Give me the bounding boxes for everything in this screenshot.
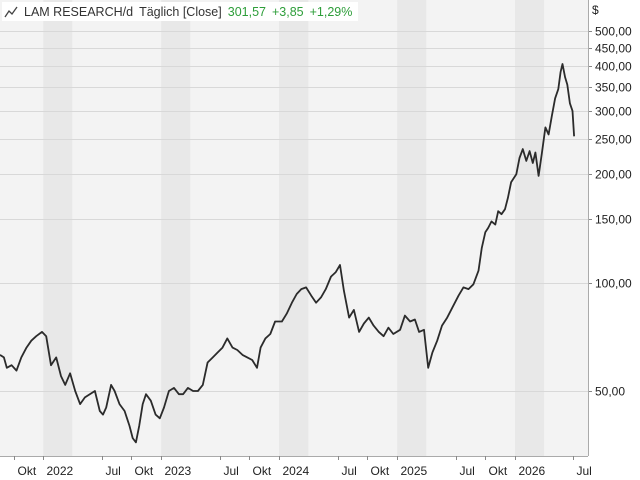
y-tick-label: 150,00 — [595, 213, 632, 227]
currency-label: $ — [592, 3, 599, 17]
y-tick-label: 250,00 — [595, 133, 632, 147]
x-tick-label: 2022 — [47, 464, 74, 478]
x-tick-label: Okt — [489, 464, 508, 478]
series-line — [0, 63, 575, 444]
year-stripe — [43, 0, 73, 456]
x-tick-label: Jul — [224, 464, 239, 478]
chart-line-icon — [4, 6, 18, 17]
x-tick-label: Okt — [18, 464, 37, 478]
y-tick-label: 500,00 — [595, 25, 632, 39]
year-stripes — [43, 0, 545, 456]
x-tick-label: 2024 — [283, 464, 310, 478]
y-tick-label: 450,00 — [595, 42, 632, 56]
y-tick-label: 300,00 — [595, 105, 632, 119]
change-percent: +1,29% — [309, 4, 353, 19]
x-axis: Okt 2022 Jul Okt 2023 Jul Okt 2024 Jul Okt 2025 Jul… — [0, 456, 592, 478]
x-tick-label: Okt — [371, 464, 390, 478]
x-tick-label: Jul — [106, 464, 121, 478]
x-tick-label: 2025 — [401, 464, 428, 478]
chart-legend: LAM RESEARCH/d Täglich [Close] 301,57 +3… — [2, 2, 359, 21]
gridlines — [0, 31, 588, 392]
x-tick-label: Jul — [342, 464, 357, 478]
y-axis-panel — [588, 0, 640, 480]
last-price: 301,57 — [227, 4, 266, 19]
x-axis-panel — [0, 456, 640, 480]
y-tick-label: 50,00 — [595, 385, 625, 399]
interval-label: Täglich [Close] — [139, 4, 222, 19]
instrument-name: LAM RESEARCH/d — [24, 4, 134, 19]
change-absolute: +3,85 — [271, 4, 304, 19]
year-stripe — [161, 0, 191, 456]
x-tick-label: Okt — [253, 464, 272, 478]
y-tick-label: 100,00 — [595, 277, 632, 291]
y-tick-label: 200,00 — [595, 168, 632, 182]
y-tick-label: 400,00 — [595, 60, 632, 74]
x-tick-label: Jul — [460, 464, 475, 478]
price-series — [0, 63, 575, 444]
year-stripe — [397, 0, 427, 456]
y-tick-label: 350,00 — [595, 81, 632, 95]
year-stripe — [515, 0, 545, 456]
year-stripe — [278, 0, 309, 456]
x-tick-label: 2026 — [519, 464, 546, 478]
y-axis: 500,00 450,00 400,00 350,00 300,00 250,00 200,… — [588, 0, 632, 456]
x-tick-label: Jul — [577, 464, 592, 478]
x-tick-label: 2023 — [165, 464, 192, 478]
x-tick-label: Okt — [135, 464, 154, 478]
